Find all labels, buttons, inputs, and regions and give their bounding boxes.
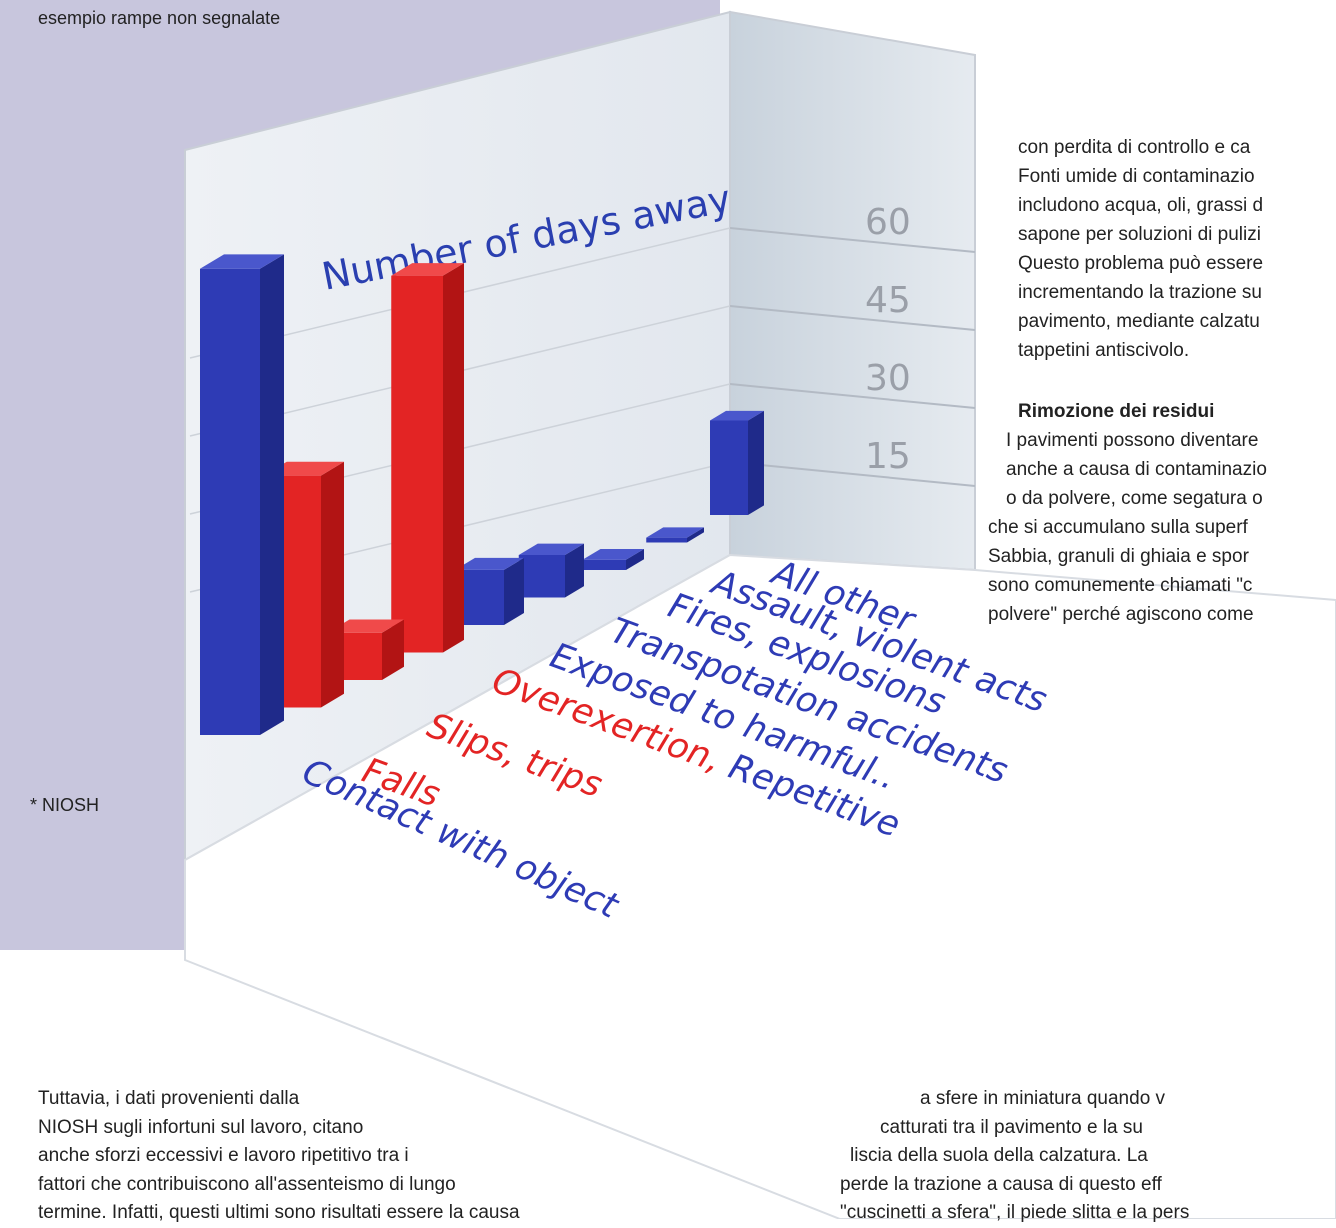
article-line: pavimento, mediante calzatu [1018, 311, 1260, 332]
gridline [729, 383, 976, 409]
article-line: o da polvere, come segatura o [1006, 488, 1263, 509]
gridline [729, 305, 976, 331]
article-line: sapone per soluzioni di pulizi [1018, 224, 1261, 245]
article-line: sono comunemente chiamati "c [988, 575, 1253, 596]
section-heading: Rimozione dei residui [1018, 401, 1215, 422]
bar [455, 557, 524, 625]
article-line: fattori che contribuiscono all'assenteis… [38, 1173, 456, 1195]
article-line: includono acqua, oli, grassi d [1018, 195, 1264, 216]
article-line: catturati tra il pavimento e la su [880, 1116, 1143, 1138]
image-caption: esempio rampe non segnalate [38, 8, 281, 28]
article-line: "cuscinetti a sfera", il piede slitta e … [840, 1202, 1190, 1223]
chart-walls [184, 10, 1336, 1219]
article-line: Tuttavia, i dati provenienti dalla [38, 1088, 300, 1109]
article-line: NIOSH sugli infortuni sul lavoro, citano [38, 1116, 364, 1138]
y-tick-labels: 15 30 45 60 [865, 202, 911, 477]
bar [518, 543, 584, 598]
article-line: anche a causa di contaminazio [1006, 459, 1267, 480]
side-wall [729, 10, 976, 572]
bar [710, 410, 764, 515]
article-line: incrementando la trazione su [1018, 282, 1262, 303]
article-line: anche sforzi eccessivi e lavoro ripetiti… [38, 1145, 409, 1166]
floor [184, 553, 1336, 1219]
y-tick-label: 15 [865, 436, 911, 477]
article-bottom-right: a sfere in miniatura quando v catturati t… [840, 1085, 1336, 1228]
gridline [729, 227, 976, 253]
article-line: tappetini antiscivolo. [1018, 340, 1190, 361]
article-bottom-left: Tuttavia, i dati provenienti dalla NIOSH … [38, 1085, 520, 1228]
y-tick-label: 30 [865, 358, 911, 399]
article-line: liscia della suola della calzatura. La [850, 1145, 1148, 1166]
article-line: con perdita di controllo e ca [1018, 137, 1251, 158]
article-line: Questo problema può essere [1018, 253, 1264, 274]
bar [582, 548, 644, 570]
bar [391, 263, 464, 653]
bars [200, 254, 764, 735]
bar [200, 254, 284, 735]
gridline [729, 461, 976, 487]
article-line: a sfere in miniatura quando v [920, 1088, 1166, 1109]
y-tick-label: 60 [865, 202, 911, 243]
article-line: che si accumulano sulla superf [988, 517, 1248, 538]
article-line: I pavimenti possono diventare [1006, 430, 1259, 451]
y-tick-label: 45 [865, 280, 911, 321]
article-line: polvere" perché agiscono come [988, 604, 1254, 625]
article-line: perde la trazione a causa di questo eff [840, 1173, 1162, 1195]
article-line: termine. Infatti, questi ultimi sono ris… [38, 1202, 520, 1223]
article-line: Sabbia, granuli di ghiaia e spor [988, 546, 1249, 567]
bar [646, 527, 704, 543]
source-footnote: * NIOSH [30, 795, 100, 815]
article-line: Fonti umide di contaminazio [1018, 166, 1255, 187]
